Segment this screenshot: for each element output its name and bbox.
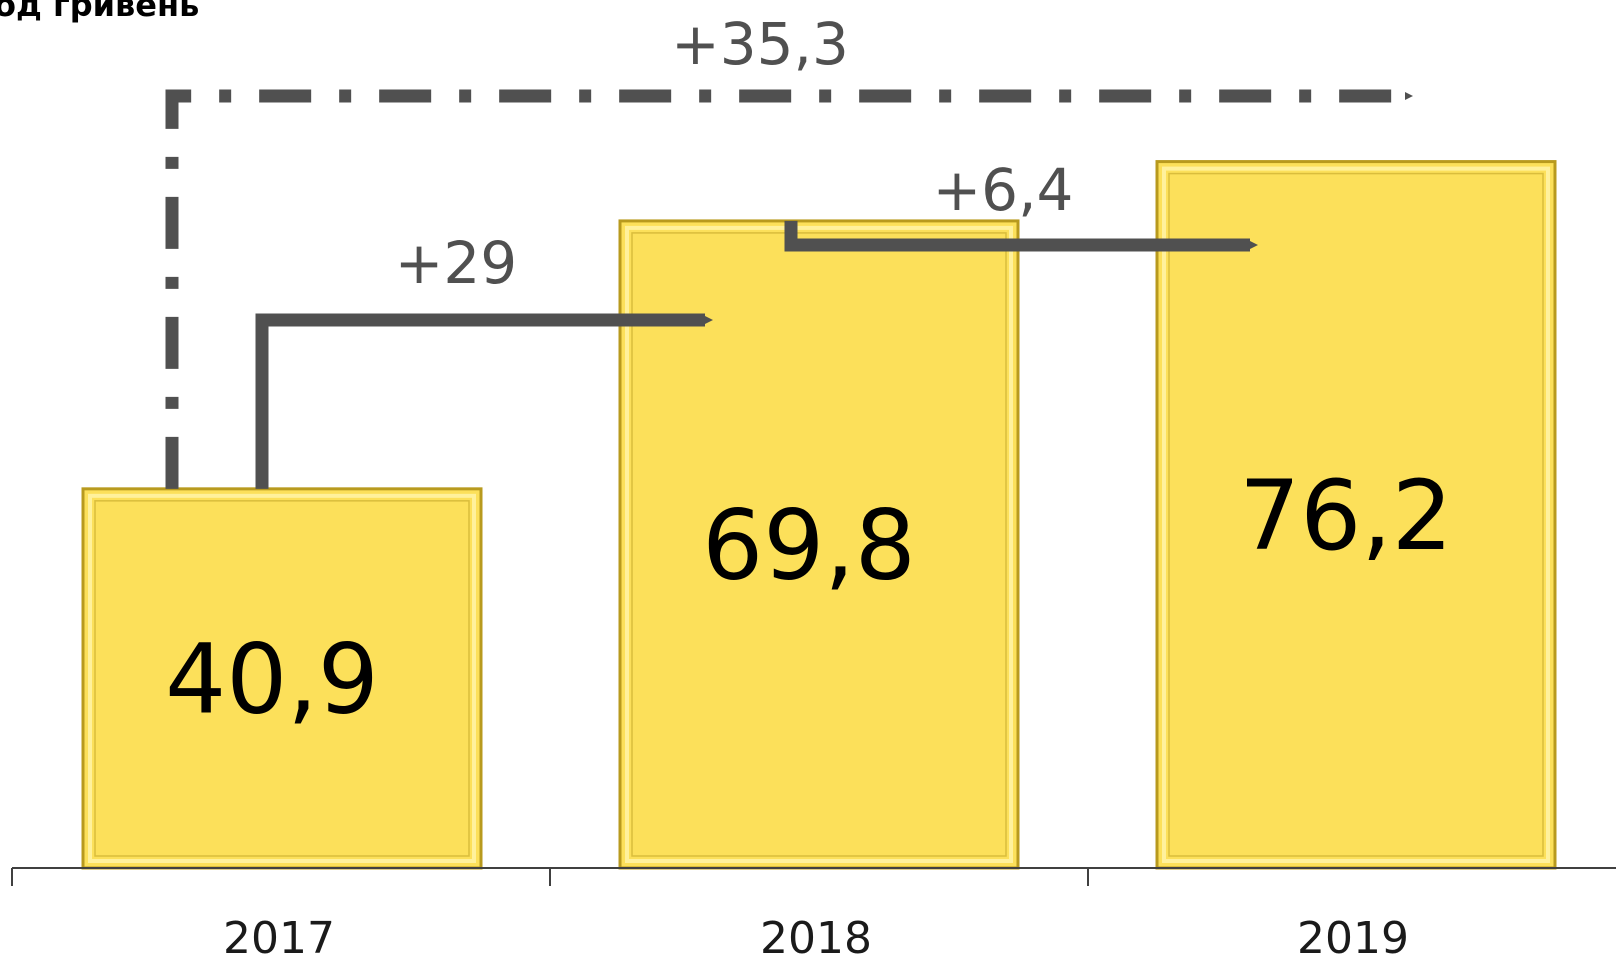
bar-bevel-highlight (1162, 166, 1550, 863)
bar-2018: 69,8 (618, 219, 1020, 870)
arrow-label: +29 (395, 229, 517, 297)
arrow-2017-2018: +29 (255, 229, 713, 489)
bar-value-label: 69,8 (702, 489, 916, 601)
bar-value-label: 40,9 (165, 623, 379, 735)
x-axis: 2017 2018 2019 (11, 867, 1616, 961)
bar-2017: 40,9 (81, 487, 483, 870)
arrow-label: +35,3 (671, 10, 849, 78)
arrow-2017-2019: +35,3 (165, 10, 1413, 489)
bar-body (618, 219, 1020, 870)
x-tick-label-2019: 2019 (1297, 913, 1409, 961)
bar-value-label: 76,2 (1239, 460, 1453, 572)
bar-bevel-highlight (88, 493, 476, 863)
bar-body (81, 487, 483, 870)
arrow-path (784, 220, 1258, 252)
bar-bevel-inner (94, 500, 470, 857)
change-arrows: +29 +6,4 +35,3 (165, 10, 1413, 489)
x-tick-label-2018: 2018 (760, 913, 872, 961)
bars-layer: 40,9 69,8 76,2 (81, 160, 1557, 870)
unit-title: од гривень (0, 0, 200, 24)
arrow-path (165, 89, 1413, 489)
bar-bevel-highlight (625, 225, 1013, 863)
bar-body (1155, 160, 1557, 870)
arrow-label: +6,4 (933, 156, 1074, 224)
bar-2019: 76,2 (1155, 160, 1557, 870)
bar-bevel-inner (1168, 172, 1544, 857)
x-tick-label-2017: 2017 (223, 913, 335, 961)
arrow-2018-2019: +6,4 (784, 156, 1258, 252)
arrow-path (255, 313, 713, 489)
bar-bevel-inner (631, 232, 1007, 857)
